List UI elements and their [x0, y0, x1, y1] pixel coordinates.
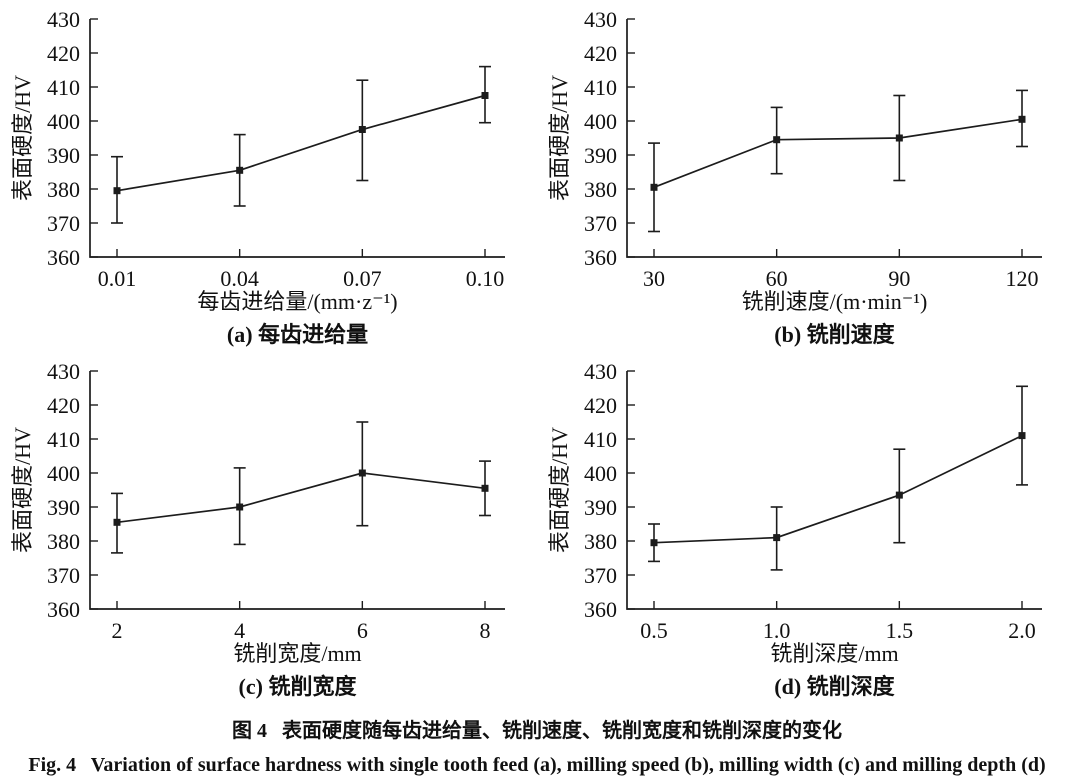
data-point-marker [358, 469, 366, 477]
y-tick-label: 410 [584, 75, 617, 100]
y-axis-label: 表面硬度/HV [10, 427, 35, 553]
axes [89, 19, 505, 258]
y-tick-label: 390 [584, 495, 617, 520]
x-tick-label: 4 [234, 618, 245, 643]
y-tick-label: 390 [47, 143, 80, 168]
y-axis-label: 表面硬度/HV [547, 75, 572, 201]
y-tick-label: 400 [47, 461, 80, 486]
y-tick-label: 360 [47, 597, 80, 622]
axes [626, 371, 1042, 610]
y-axis-label: 表面硬度/HV [547, 427, 572, 553]
y-tick-label: 420 [47, 41, 80, 66]
chart-d-milling-depth: 360 370 380 390 400 410 420 430 0.5 1.0 1.5 2.0 铣削深度… [547, 359, 1042, 699]
x-tick-label: 1.0 [763, 618, 791, 643]
x-axis-label: 铣削速度/(m·min⁻¹) [742, 289, 928, 314]
panel-title: (b) 铣削速度 [774, 322, 895, 347]
data-point-marker [481, 484, 489, 492]
data-point-marker [650, 539, 658, 547]
y-axis-label: 表面硬度/HV [10, 75, 35, 201]
figure-caption-chinese: 图 4 表面硬度随每齿进给量、铣削速度、铣削宽度和铣削深度的变化 [232, 720, 842, 742]
y-tick-label: 420 [584, 41, 617, 66]
data-point-marker [650, 183, 658, 191]
x-tick-label: 0.5 [640, 618, 668, 643]
x-axis-label: 铣削深度/mm [770, 641, 898, 666]
y-tick-label: 410 [584, 427, 617, 452]
y-tick-label: 380 [47, 529, 80, 554]
x-axis-label: 每齿进给量/(mm·z⁻¹) [197, 289, 397, 314]
x-tick-label: 120 [1006, 266, 1039, 291]
data-line [653, 118, 1023, 189]
y-tick-label: 420 [584, 393, 617, 418]
y-tick-label: 370 [584, 563, 617, 588]
data-point-marker [1018, 432, 1026, 440]
y-tick-label: 380 [584, 529, 617, 554]
x-tick-label: 8 [480, 618, 491, 643]
data-point-marker [113, 187, 121, 195]
y-tick-label: 430 [47, 7, 80, 32]
y-tick-label: 360 [584, 245, 617, 270]
data-point-marker [1018, 115, 1026, 123]
data-point-marker [113, 518, 121, 526]
y-tick-label: 380 [584, 177, 617, 202]
x-tick-label: 90 [888, 266, 910, 291]
y-tick-label: 410 [47, 427, 80, 452]
x-tick-label: 6 [357, 618, 368, 643]
y-tick-label: 430 [584, 7, 617, 32]
y-tick-label: 370 [584, 211, 617, 236]
y-tick-label: 430 [47, 359, 80, 384]
y-tick-label: 400 [584, 109, 617, 134]
data-point-marker [773, 136, 781, 144]
data-point-marker [895, 134, 903, 142]
x-tick-label: 0.04 [220, 266, 259, 291]
x-tick-label: 60 [766, 266, 788, 291]
panel-title: (a) 每齿进给量 [227, 322, 368, 347]
y-tick-label: 390 [47, 495, 80, 520]
y-tick-label: 370 [47, 563, 80, 588]
x-tick-label: 2 [112, 618, 123, 643]
chart-grid: 360 370 380 390 400 410 420 430 0.01 0.04 0.07 0.10… [10, 7, 1042, 699]
chart-a-feed-per-tooth: 360 370 380 390 400 410 420 430 0.01 0.04 0.07 0.10… [10, 7, 505, 347]
x-tick-label: 0.07 [343, 266, 382, 291]
y-tick-label: 410 [47, 75, 80, 100]
data-point-marker [773, 534, 781, 542]
y-tick-label: 360 [47, 245, 80, 270]
x-axis-label: 铣削宽度/mm [233, 641, 361, 666]
x-tick-label: 0.10 [466, 266, 505, 291]
data-line [116, 94, 486, 192]
figure-caption-english: Fig. 4 Variation of surface hardness wit… [28, 754, 1046, 776]
y-tick-label: 370 [47, 211, 80, 236]
data-point-marker [481, 92, 489, 99]
y-tick-label: 420 [47, 393, 80, 418]
data-point-marker [895, 491, 903, 499]
chart-b-milling-speed: 360 370 380 390 400 410 420 430 30 60 90 120 铣削速度/(m… [547, 7, 1042, 347]
x-tick-label: 30 [643, 266, 665, 291]
panel-title: (c) 铣削宽度 [239, 674, 358, 699]
y-tick-label: 430 [584, 359, 617, 384]
y-tick-label: 390 [584, 143, 617, 168]
panel-title: (d) 铣削深度 [774, 674, 895, 699]
y-tick-label: 380 [47, 177, 80, 202]
y-tick-label: 400 [47, 109, 80, 134]
axes [626, 19, 1042, 258]
axes [89, 371, 505, 610]
x-tick-label: 2.0 [1008, 618, 1036, 643]
data-point-marker [236, 166, 244, 174]
data-point-marker [236, 503, 244, 511]
x-tick-label: 1.5 [886, 618, 914, 643]
chart-c-milling-width: 360 370 380 390 400 410 420 430 2 4 6 8 铣削宽度/mm 表面硬度/… [10, 359, 505, 699]
data-line [653, 434, 1023, 544]
y-tick-label: 400 [584, 461, 617, 486]
data-line [116, 472, 486, 524]
x-tick-label: 0.01 [98, 266, 137, 291]
data-point-marker [358, 126, 366, 133]
y-tick-label: 360 [584, 597, 617, 622]
